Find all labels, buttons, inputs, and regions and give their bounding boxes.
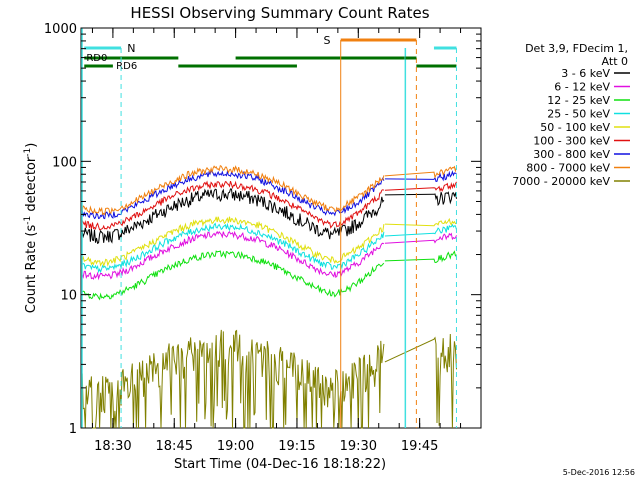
series-line-2 [81,230,385,281]
legend-label: 800 - 7000 keV [526,162,610,175]
series-line-9 [81,329,385,429]
x-axis: 18:30 18:45 19:00 19:15 19:30 19:45 [91,28,462,454]
series-line-2-b [384,232,457,244]
legend-label: 300 - 800 keV [533,148,610,161]
legend-label: 50 - 100 keV [540,121,610,134]
flag-bars: N S RD0 RD6 [84,34,457,72]
series-line-1 [81,188,385,245]
series-line-3-b [384,250,457,264]
y-tick-label: 100 [52,155,77,170]
legend-label: 3 - 6 keV [561,67,610,80]
legend-label: 25 - 50 keV [547,108,610,121]
x-tick-label: 19:15 [278,439,315,454]
x-tick-label: 19:45 [401,439,438,454]
x-tick-label: 19:00 [217,439,254,454]
legend-label: 6 - 12 keV [554,81,610,94]
footer-timestamp: 5-Dec-2016 12:56 [563,468,635,477]
y-tick-label: 10 [60,289,77,304]
y-tick-label: 1000 [44,22,77,37]
series-line-7-b [384,170,457,182]
series-line-8 [81,164,385,216]
flag-label-rd6: RD6 [116,61,137,72]
series-line-5 [81,216,385,268]
y-tick-label: 1 [69,422,77,437]
y-axis: 1 10 100 1000 [44,22,481,437]
series-line-9-b [384,333,457,429]
x-tick-label: 19:30 [340,439,377,454]
legend-label: 12 - 25 keV [547,94,610,107]
series-line-4 [81,222,385,274]
legend-header-2: Att 0 [602,55,628,68]
sun-lines [81,28,457,428]
legend-label: 100 - 300 keV [533,135,610,148]
x-axis-label: Start Time (04-Dec-16 18:18:22) [174,457,386,472]
y-axis-label: Count Rate (s-1 detector-1) [23,143,39,314]
legend-header-1: Det 3,9, FDecim 1, [525,42,628,55]
series-line-6-b [384,181,457,193]
flag-label-saa: S [324,34,331,47]
series-line-8-b [384,165,457,179]
series-line-5-b [384,217,457,227]
flag-label-night: N [127,42,135,55]
series-line-4-b [384,223,457,237]
legend-label: 7000 - 20000 keV [512,175,610,188]
x-tick-label: 18:45 [156,439,193,454]
series-line-1-b [384,191,457,207]
x-tick-label: 18:30 [94,439,131,454]
series-line-7 [81,169,385,220]
plot-frame [80,27,482,429]
series-line-6 [81,180,385,231]
flag-label-rd0: RD0 [86,53,107,64]
series-line-3 [81,250,385,301]
series-group [81,164,457,429]
chart-title: HESSI Observing Summary Count Rates [130,4,429,22]
